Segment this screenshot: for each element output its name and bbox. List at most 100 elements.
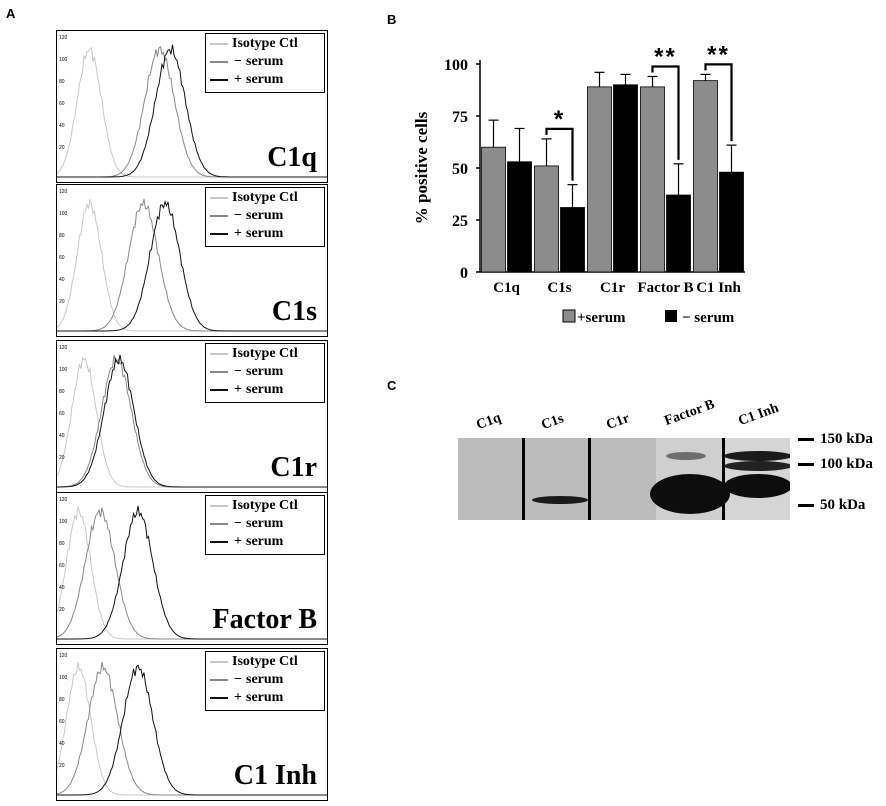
plus-serum-curve — [57, 44, 327, 178]
legend-row-plus-serum: + serum — [210, 689, 283, 707]
legend-swatch — [210, 196, 228, 199]
legend-row-minus-serum: − serum — [210, 671, 283, 689]
legend-swatch — [210, 540, 228, 543]
legend-label: serum — [246, 72, 284, 87]
marker-label: 50 kDa — [820, 497, 866, 513]
x-tick-label: C1s — [547, 280, 571, 296]
legend-row-isotype: Isotype Ctl — [210, 653, 298, 671]
histogram-4: 120 100 80 60 40 20 Isotype Ctl − serum + serum C1 … — [56, 648, 328, 801]
legend-label-minus: − serum — [682, 310, 735, 326]
significance-bracket — [545, 127, 574, 181]
legend-row-isotype: Isotype Ctl — [210, 345, 298, 363]
band-c1inh-main — [724, 474, 790, 498]
blot-image — [458, 438, 790, 520]
plus-serum-curve — [57, 354, 327, 488]
histogram-2: 120 100 80 60 40 20 Isotype Ctl − serum + serum C1r — [56, 340, 328, 493]
y-tick-label: 60 — [59, 101, 65, 107]
x-tick-label: Factor B — [638, 280, 694, 296]
y-tick-label: 40 — [59, 433, 65, 439]
legend-row-minus-serum: − serum — [210, 363, 283, 381]
histogram-legend: Isotype Ctl − serum + serum — [205, 33, 325, 93]
y-tick-label: 80 — [59, 697, 65, 703]
western-blot — [458, 438, 790, 520]
histogram-plot: 120 100 80 60 40 20 — [57, 35, 327, 178]
legend-sign: − — [234, 364, 242, 379]
legend-swatch — [210, 370, 228, 373]
histogram-label: Factor B — [212, 604, 317, 635]
y-tick-label: 100 — [444, 57, 468, 74]
histogram-label: C1r — [270, 452, 317, 483]
marker-50: 50 kDa — [798, 497, 865, 514]
plus-serum-curve — [57, 664, 327, 796]
legend-swatch — [210, 232, 228, 235]
y-tick-label: 100 — [59, 211, 68, 217]
legend-swatch — [210, 42, 228, 45]
band-factor-b-high — [666, 452, 706, 460]
y-tick-label: 50 — [452, 161, 468, 178]
significance-label: ** — [654, 43, 677, 70]
lane-label-1: C1s — [539, 411, 566, 434]
histogram-3: 120 100 80 60 40 20 Isotype Ctl − serum + serum Fac… — [56, 492, 328, 645]
x-tick-label: C1 Inh — [696, 280, 741, 296]
legend-swatch-plus — [562, 309, 576, 323]
legend-label: serum — [246, 226, 284, 241]
y-tick-label: 100 — [59, 57, 68, 63]
y-tick-label: 80 — [59, 233, 65, 239]
y-tick-label: 25 — [452, 213, 468, 230]
band-c1inh-150 — [724, 451, 790, 461]
bar-c1q-minus — [507, 161, 532, 273]
y-tick-label: 20 — [59, 299, 65, 305]
legend-label: serum — [246, 534, 284, 549]
legend-label: Isotype Ctl — [232, 346, 298, 361]
marker-150: 150 kDa — [798, 431, 873, 448]
x-tick-label: C1r — [600, 280, 625, 296]
histogram-1: 120 100 80 60 40 20 Isotype Ctl − serum + serum C1s — [56, 184, 328, 337]
lane-label-0: C1q — [474, 410, 504, 434]
y-tick-label: 120 — [59, 35, 68, 41]
y-tick-label: 80 — [59, 79, 65, 85]
legend-sign: − — [234, 672, 242, 687]
band-c1inh-100 — [724, 461, 790, 471]
histogram-legend: Isotype Ctl − serum + serum — [205, 651, 325, 711]
legend-swatch-minus — [665, 310, 677, 322]
marker-label: 100 kDa — [820, 456, 873, 472]
y-tick-label: 40 — [59, 277, 65, 283]
significance-bracket — [651, 65, 680, 160]
legend-swatch — [210, 504, 228, 507]
marker-label: 150 kDa — [820, 431, 873, 447]
legend-row-isotype: Isotype Ctl — [210, 35, 298, 53]
bar-factor-b-plus — [640, 86, 665, 273]
histogram-plot: 120 100 80 60 40 20 — [57, 497, 327, 640]
bar-c1-inh-plus — [693, 80, 718, 273]
bar-c1r-minus — [613, 84, 638, 273]
legend-row-minus-serum: − serum — [210, 207, 283, 225]
bar-c1r-plus — [587, 86, 612, 273]
significance-label: * — [554, 106, 565, 133]
bar-c1-inh-minus — [719, 171, 744, 273]
marker-tick — [798, 438, 814, 442]
bar-factor-b-minus — [666, 194, 691, 273]
panel-letter-a: A — [6, 6, 16, 21]
legend-row-plus-serum: + serum — [210, 381, 283, 399]
y-tick-label: 20 — [59, 763, 65, 769]
y-tick-label: 40 — [59, 123, 65, 129]
bar-c1s-minus — [560, 207, 585, 273]
legend-sign: − — [234, 208, 242, 223]
plus-serum-curve — [57, 505, 327, 640]
legend-swatch — [210, 388, 228, 391]
y-tick-label: 40 — [59, 741, 65, 747]
marker-100: 100 kDa — [798, 456, 873, 473]
histogram-label: C1q — [267, 142, 317, 173]
legend-swatch — [210, 78, 228, 81]
legend-swatch — [210, 660, 228, 663]
histogram-plot: 120 100 80 60 40 20 — [57, 345, 327, 488]
y-tick-label: 60 — [59, 563, 65, 569]
legend-sign: + — [234, 690, 242, 705]
lane-label-4: C1 Inh — [736, 400, 781, 430]
lane-divider — [722, 438, 725, 520]
legend-row-plus-serum: + serum — [210, 71, 283, 89]
legend-row-minus-serum: − serum — [210, 53, 283, 71]
legend-label: serum — [246, 690, 284, 705]
histogram-plot: 120 100 80 60 40 20 — [57, 653, 327, 796]
histogram-plot: 120 100 80 60 40 20 — [57, 189, 327, 332]
